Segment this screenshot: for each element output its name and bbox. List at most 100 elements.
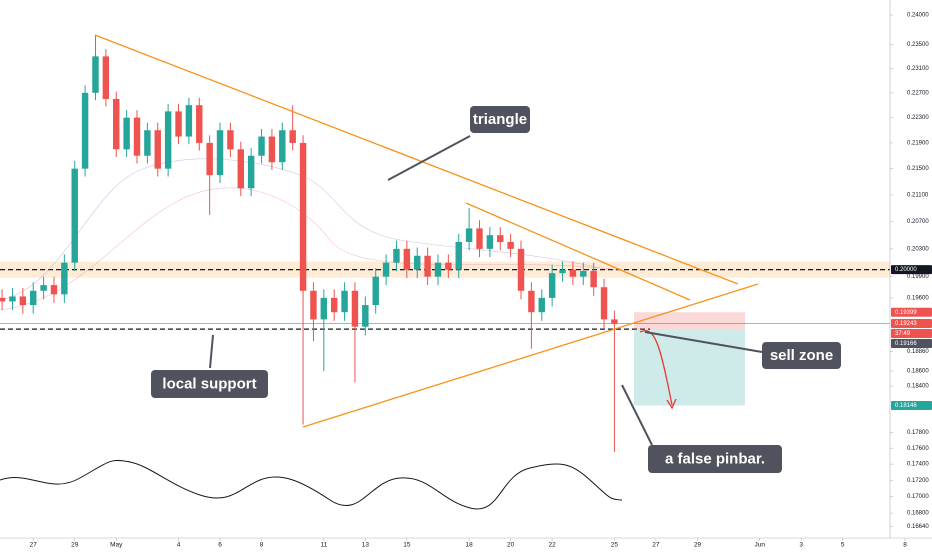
arrow (639, 330, 673, 406)
callout-pointer (387, 135, 471, 181)
candle-body (299, 142, 307, 291)
price-marker-label: 0.19399 (895, 310, 917, 316)
candle-body (50, 285, 58, 295)
candle-body (528, 290, 535, 313)
y-tick-label: 0.24000 (907, 13, 929, 19)
candle-body (569, 269, 577, 277)
candle-body (279, 130, 286, 163)
y-tick-label: 0.16640 (907, 524, 929, 530)
candle-body (362, 305, 369, 327)
candle-body (611, 319, 618, 324)
candle-body (445, 262, 452, 270)
candle-body (341, 290, 348, 313)
y-tick-label: 0.18860 (907, 349, 929, 355)
candle-body (455, 242, 462, 270)
x-tick-label: 25 (611, 542, 619, 549)
y-tick-label: 0.20700 (907, 219, 929, 225)
x-tick-label: 15 (403, 542, 411, 549)
x-tick-label: 8 (903, 542, 907, 549)
candle-body (258, 136, 265, 156)
y-tick-label: 0.21900 (907, 140, 929, 146)
annotation: a false pinbar. (665, 450, 765, 467)
x-tick-label: 3 (799, 542, 803, 549)
candle-body (81, 92, 89, 169)
candles (0, 34, 618, 453)
price-marker (891, 401, 932, 411)
candle-body (133, 117, 141, 156)
candle-body (0, 297, 6, 302)
candle-body (61, 262, 68, 295)
y-tick-label: 0.17200 (907, 478, 929, 484)
x-tick-label: 27 (30, 542, 38, 549)
candle-body (237, 149, 245, 189)
candle-body (424, 255, 431, 277)
candle-body (144, 130, 151, 156)
candle-body (330, 297, 338, 313)
x-tick-label: 4 (177, 542, 181, 549)
y-tick-label: 0.21500 (907, 166, 929, 172)
annotation-box (470, 106, 530, 133)
y-tick-label: 0.22300 (907, 115, 929, 121)
price-marker (891, 265, 932, 275)
x-tick-label: 8 (260, 542, 264, 549)
price-marker-label: 0.18146 (895, 403, 917, 409)
candle-body (393, 248, 400, 263)
candle-body (372, 276, 379, 306)
candle-body (9, 296, 16, 302)
candle-body (538, 297, 545, 313)
x-tick-label: 6 (218, 542, 222, 549)
candle-body (351, 290, 359, 327)
candle-body (320, 297, 328, 320)
price-marker (891, 329, 932, 339)
background-layer (0, 261, 890, 406)
price-marker (891, 307, 932, 317)
price-marker-label: 37:49 (895, 331, 911, 337)
x-tick-label: May (110, 542, 123, 549)
price-marker-label: 0.19166 (895, 341, 917, 347)
candle-body (559, 269, 566, 274)
y-tick-label: 0.21100 (907, 192, 929, 198)
callout-pointer (209, 334, 214, 369)
x-tick-label: 18 (465, 542, 473, 549)
candle-body (113, 98, 120, 150)
candle-body (71, 168, 78, 263)
candle-body (476, 228, 483, 249)
trend-line (94, 34, 739, 285)
arrow-head (666, 398, 677, 410)
candle-body (185, 105, 193, 137)
candle-body (310, 290, 317, 320)
candle-body (382, 262, 390, 277)
candle-body (486, 235, 494, 249)
candle-body (517, 248, 525, 291)
y-tick-label: 0.23500 (907, 42, 929, 48)
callout-pointer (621, 384, 653, 446)
price-marker-label: 0.20000 (895, 267, 917, 273)
x-tick-label: 22 (549, 542, 557, 549)
y-tick-label: 0.18400 (907, 384, 929, 390)
oscillator (0, 459, 623, 510)
price-marker-label: 0.19243 (895, 321, 917, 327)
x-tick-label: 27 (652, 542, 660, 549)
y-tick-label: 0.22700 (907, 90, 929, 96)
candle-body (123, 117, 130, 150)
x-tick-label: 29 (694, 542, 702, 549)
candle-body (196, 105, 203, 143)
annotation: sell zone (770, 347, 833, 364)
y-tick-label: 0.16800 (907, 511, 929, 517)
x-tick-label: 11 (320, 542, 327, 549)
candle-body (227, 130, 234, 150)
candle-body (247, 155, 255, 189)
candle-body (289, 130, 296, 143)
y-tick-label: 0.17600 (907, 446, 929, 452)
trend-line (302, 283, 759, 428)
candle-body (600, 287, 608, 320)
stop-zone (634, 312, 745, 330)
candle-body (164, 111, 172, 169)
candle-body (206, 142, 213, 176)
candle-body (497, 235, 504, 243)
price-axis (890, 0, 932, 550)
candle-body (268, 136, 276, 163)
x-tick-label: Jun (754, 542, 765, 549)
y-tick-label: 0.19600 (907, 295, 929, 301)
